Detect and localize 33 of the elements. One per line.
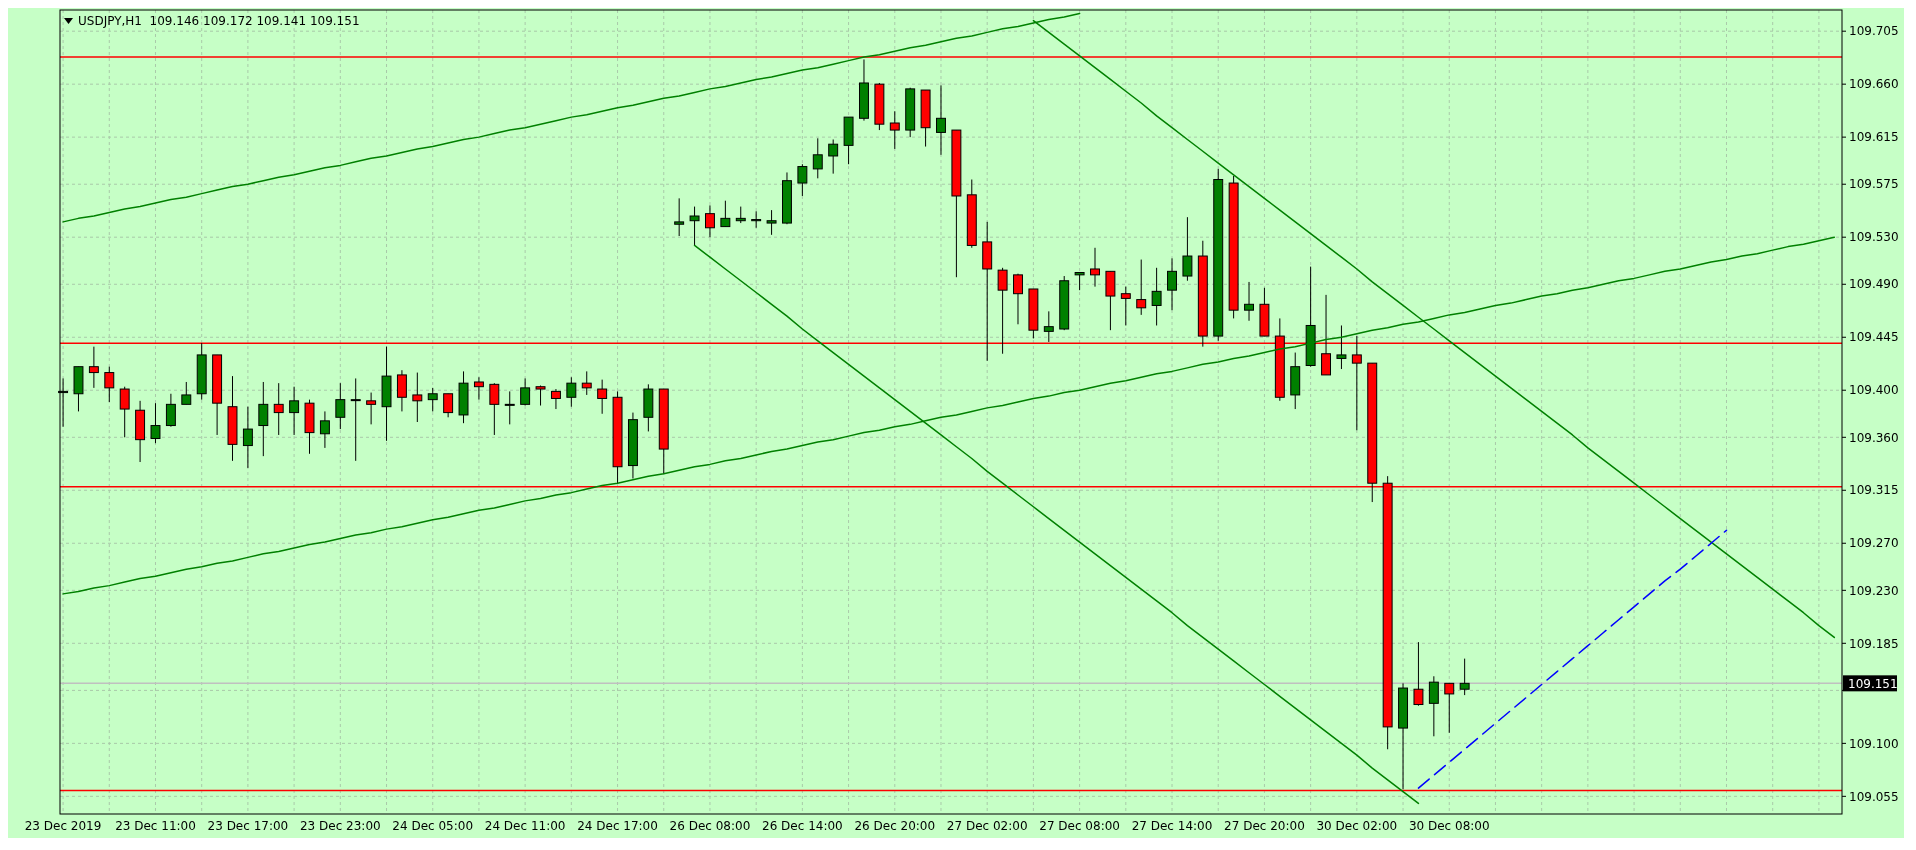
x-tick-label: 26 Dec 08:00 (669, 819, 751, 833)
x-tick-label: 26 Dec 20:00 (854, 819, 936, 833)
x-tick-label: 27 Dec 02:00 (946, 819, 1028, 833)
y-tick-label: 109.445 (1849, 330, 1899, 345)
y-tick-label: 109.360 (1849, 430, 1899, 445)
x-tick-label: 24 Dec 11:00 (484, 819, 566, 833)
x-tick-label: 30 Dec 02:00 (1316, 819, 1398, 833)
y-tick-label: 109.660 (1849, 77, 1899, 92)
x-tick-label: 24 Dec 17:00 (577, 819, 658, 833)
y-tick-label: 109.270 (1849, 536, 1899, 551)
y-tick-label: 109.315 (1849, 483, 1899, 498)
x-tick-label: 23 Dec 2019 (24, 819, 102, 833)
x-tick-label: 27 Dec 20:00 (1224, 819, 1305, 833)
y-tick-label: 109.055 (1849, 789, 1899, 804)
x-tick-label: 27 Dec 14:00 (1131, 819, 1213, 833)
x-tick-label: 23 Dec 17:00 (207, 819, 289, 833)
y-tick-label: 109.530 (1849, 230, 1899, 245)
x-tick-label: 23 Dec 23:00 (299, 819, 381, 833)
ref-line-label: 109.151 (1848, 676, 1898, 691)
y-tick-label: 109.575 (1849, 177, 1899, 192)
y-tick-label: 109.100 (1849, 736, 1899, 751)
x-tick-label: 23 Dec 11:00 (115, 819, 196, 833)
x-tick-label: 27 Dec 08:00 (1039, 819, 1120, 833)
chart-title: USDJPY,H1 109.146 109.172 109.141 109.151 (78, 14, 360, 28)
y-tick-label: 109.615 (1849, 130, 1899, 145)
y-tick-label: 109.490 (1849, 277, 1899, 292)
x-tick-label: 26 Dec 14:00 (762, 819, 843, 833)
y-tick-label: 109.400 (1849, 383, 1899, 398)
y-tick-label: 109.705 (1849, 24, 1899, 39)
y-tick-label: 109.185 (1849, 636, 1899, 651)
x-tick-label: 24 Dec 05:00 (392, 819, 474, 833)
y-tick-label: 109.230 (1849, 583, 1899, 598)
x-tick-label: 30 Dec 08:00 (1408, 819, 1490, 833)
